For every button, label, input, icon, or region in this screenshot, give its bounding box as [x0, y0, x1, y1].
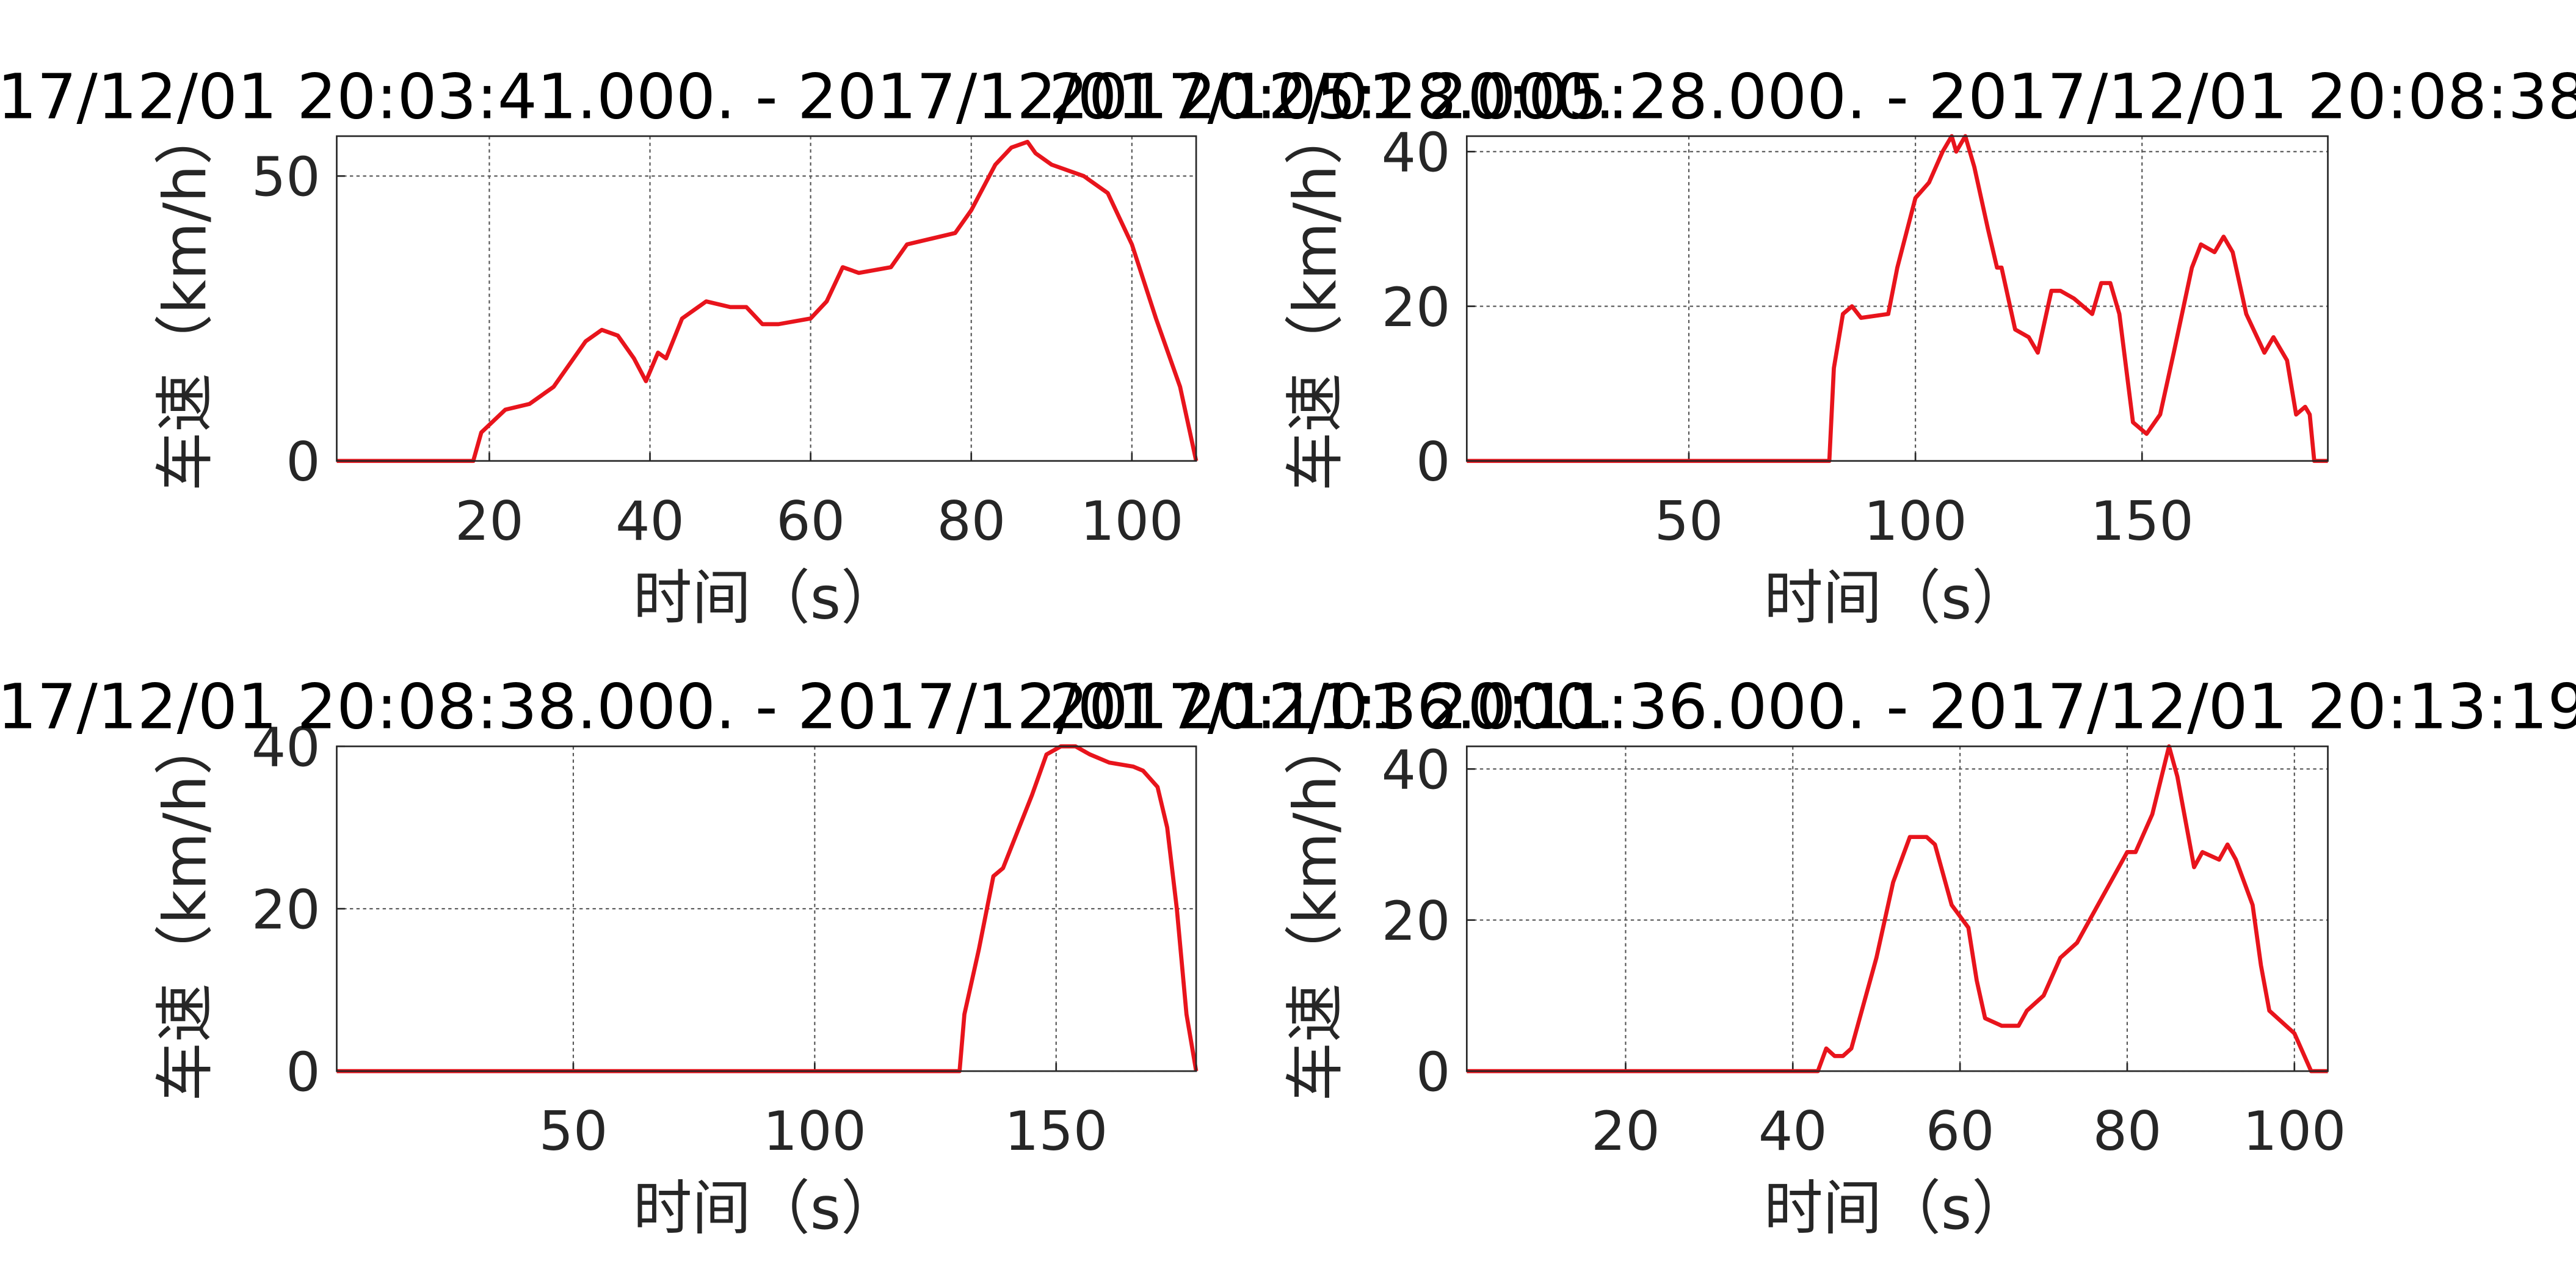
x-tick-label: 60	[776, 490, 845, 553]
axes: 50 100 150 0 20 40 时间（s） 车速（km/h）	[151, 716, 1199, 1243]
x-axis-label: 时间（s）	[633, 564, 900, 633]
y-tick-label: 0	[1416, 1041, 1450, 1103]
x-axis-label: 时间（s）	[633, 1174, 900, 1243]
y-axis-label: 车速（km/h）	[1280, 106, 1349, 491]
x-tick-label: 50	[539, 1100, 608, 1163]
y-tick-label: 40	[1382, 122, 1451, 184]
x-tick-label: 100	[2243, 1100, 2346, 1163]
x-tick-label: 150	[1004, 1100, 1108, 1163]
x-tick-label: 80	[2093, 1100, 2162, 1163]
chart-title: 2017/12/01 20:11:36.000. - 2017/12/01 20…	[1049, 671, 2576, 744]
axes: 20 40 60 80 100 0 50 时间（s） 车速（km/h）	[151, 106, 1199, 633]
y-axis-label: 车速（km/h）	[151, 716, 220, 1102]
x-tick-label: 50	[1655, 490, 1724, 553]
x-tick-label: 80	[937, 490, 1006, 553]
x-tick-label: 40	[615, 490, 684, 553]
x-tick-label: 150	[2091, 490, 2194, 553]
data-line	[1467, 744, 2328, 1073]
y-tick-label: 40	[1382, 739, 1451, 802]
data-line	[336, 139, 1199, 463]
chart-title: 2017/12/01 20:03:41.000. - 2017/12/01 20…	[0, 60, 1615, 133]
axes-frame	[336, 135, 1197, 462]
x-tick-label: 100	[1080, 490, 1183, 553]
axes-frame	[1465, 745, 2329, 1072]
x-axis-label: 时间（s）	[1764, 1174, 2031, 1243]
x-tick-label: 100	[1864, 490, 1967, 553]
chart-title: 2017/12/01 20:08:38.000. - 2017/12/01 20…	[0, 671, 1615, 744]
plot-area	[336, 136, 1197, 461]
axes: 20 40 60 80 100 0 20 40 时间（s） 车速（km/h）	[1280, 716, 2346, 1243]
axes-frame	[336, 745, 1197, 1072]
y-tick-label: 0	[286, 430, 320, 493]
chart-title: 2017/12/01 20:05:28.000. - 2017/12/01 20…	[1049, 60, 2576, 133]
y-axis-label: 车速（km/h）	[151, 106, 220, 491]
x-tick-label: 40	[1758, 1100, 1827, 1163]
y-axis-label: 车速（km/h）	[1280, 716, 1349, 1102]
axes: 50 100 150 0 20 40 时间（s） 车速（km/h）	[1280, 106, 2329, 633]
y-tick-label: 20	[1382, 276, 1451, 339]
x-tick-label: 20	[1591, 1100, 1660, 1163]
y-tick-label: 0	[286, 1041, 320, 1103]
plot-area	[1467, 136, 2328, 461]
x-tick-label: 20	[455, 490, 524, 553]
y-tick-label: 50	[252, 146, 321, 209]
x-tick-label: 100	[763, 1100, 866, 1163]
axes-frame	[1465, 135, 2329, 462]
y-tick-label: 20	[252, 878, 321, 941]
data-line	[1467, 134, 2328, 463]
y-tick-label: 40	[252, 716, 321, 779]
y-tick-label: 20	[1382, 890, 1451, 953]
x-tick-label: 60	[1926, 1100, 1995, 1163]
x-axis-label: 时间（s）	[1764, 564, 2031, 633]
y-tick-label: 0	[1416, 430, 1450, 493]
plot-area	[1467, 746, 2328, 1072]
